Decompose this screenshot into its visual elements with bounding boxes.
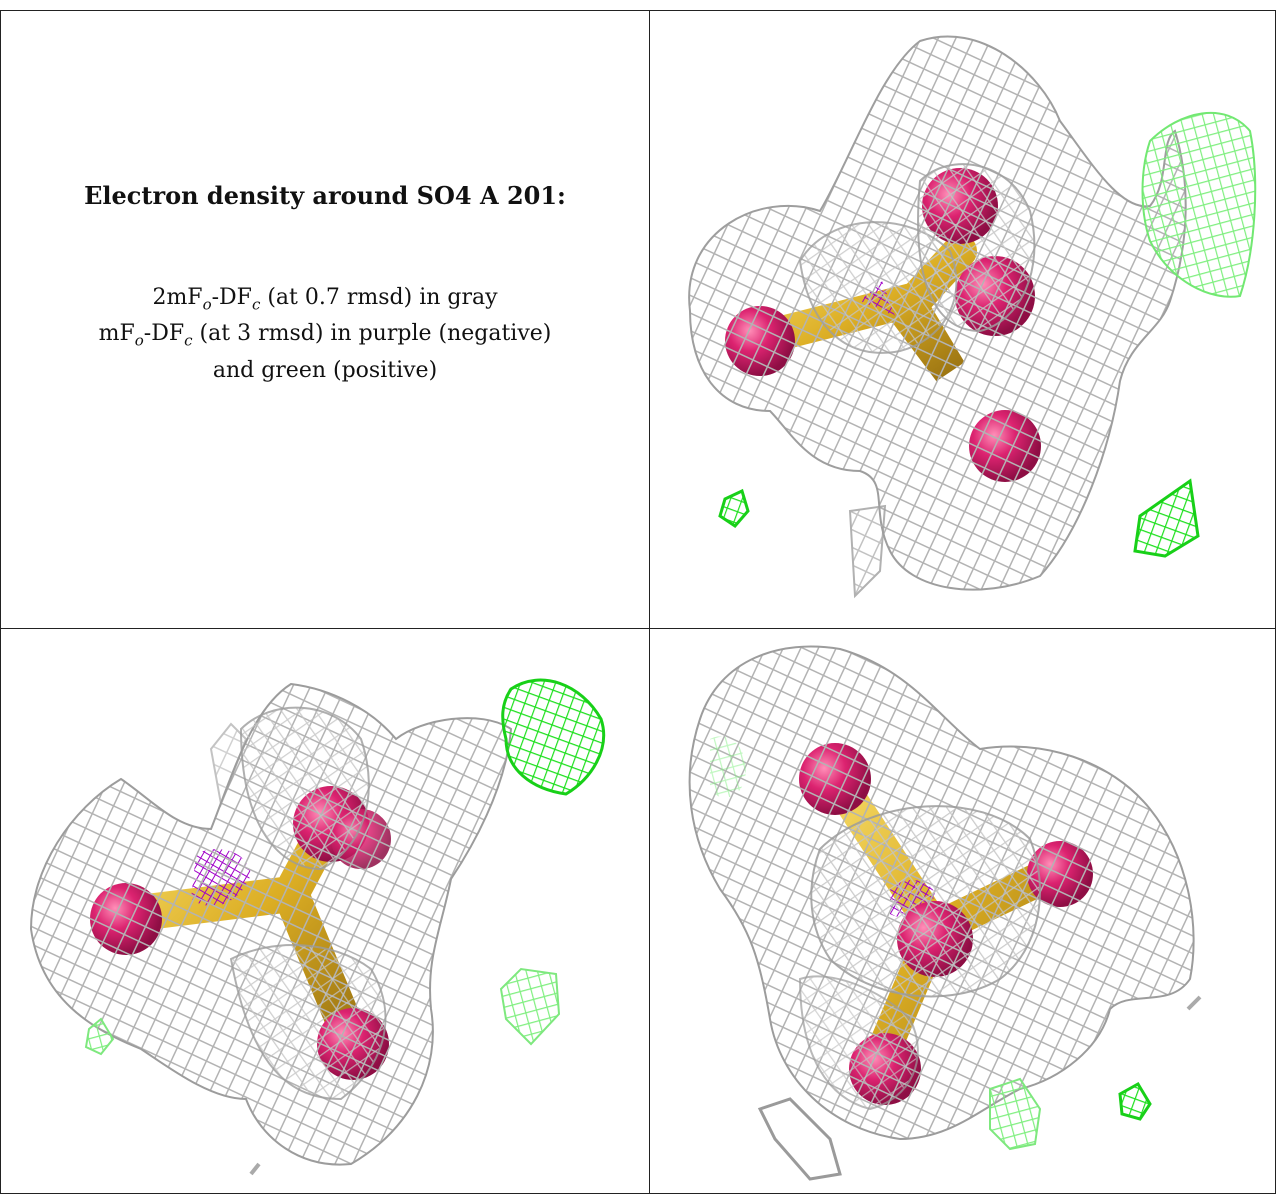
caption-cell: Electron density around SO4 A 201: 2mFo-… [1, 11, 649, 628]
gray-density-mesh [29, 682, 513, 1166]
legend-line-3: and green (positive) [212, 357, 438, 383]
caption-legend: 2mFo-DFc (at 0.7 rmsd) in gray mFo-DFc (… [1, 283, 649, 386]
green-density-mesh [1133, 478, 1200, 558]
grid-line-center [649, 10, 650, 1194]
gray-density-mesh [688, 645, 1195, 1141]
green-density-mesh [710, 736, 746, 798]
legend-line-2: mFo-DFc (at 3 rmsd) in purple (negative) [98, 321, 552, 350]
mesh-fragment [757, 1097, 842, 1181]
green-density-mesh [1141, 111, 1257, 298]
green-density-mesh [84, 1017, 115, 1056]
view-bottom-left [1, 629, 649, 1193]
legend-line-1: 2mFo-DFc (at 0.7 rmsd) in gray [152, 285, 498, 314]
view-bottom-right [650, 629, 1275, 1193]
green-density-mesh [499, 967, 561, 1046]
mesh-fragment [1186, 995, 1202, 1011]
green-density-mesh [989, 1077, 1042, 1151]
green-density-mesh [1118, 1081, 1152, 1121]
mesh-fragment [249, 1162, 261, 1176]
green-density-mesh [718, 488, 750, 528]
view-top-right [650, 11, 1275, 628]
grid-line-left [0, 10, 1, 1194]
caption-title: Electron density around SO4 A 201: [84, 181, 566, 210]
grid-line-middle [0, 628, 1276, 629]
grid-line-top [0, 10, 1276, 11]
green-density-mesh [501, 678, 606, 796]
gray-density-mesh [688, 35, 1187, 599]
